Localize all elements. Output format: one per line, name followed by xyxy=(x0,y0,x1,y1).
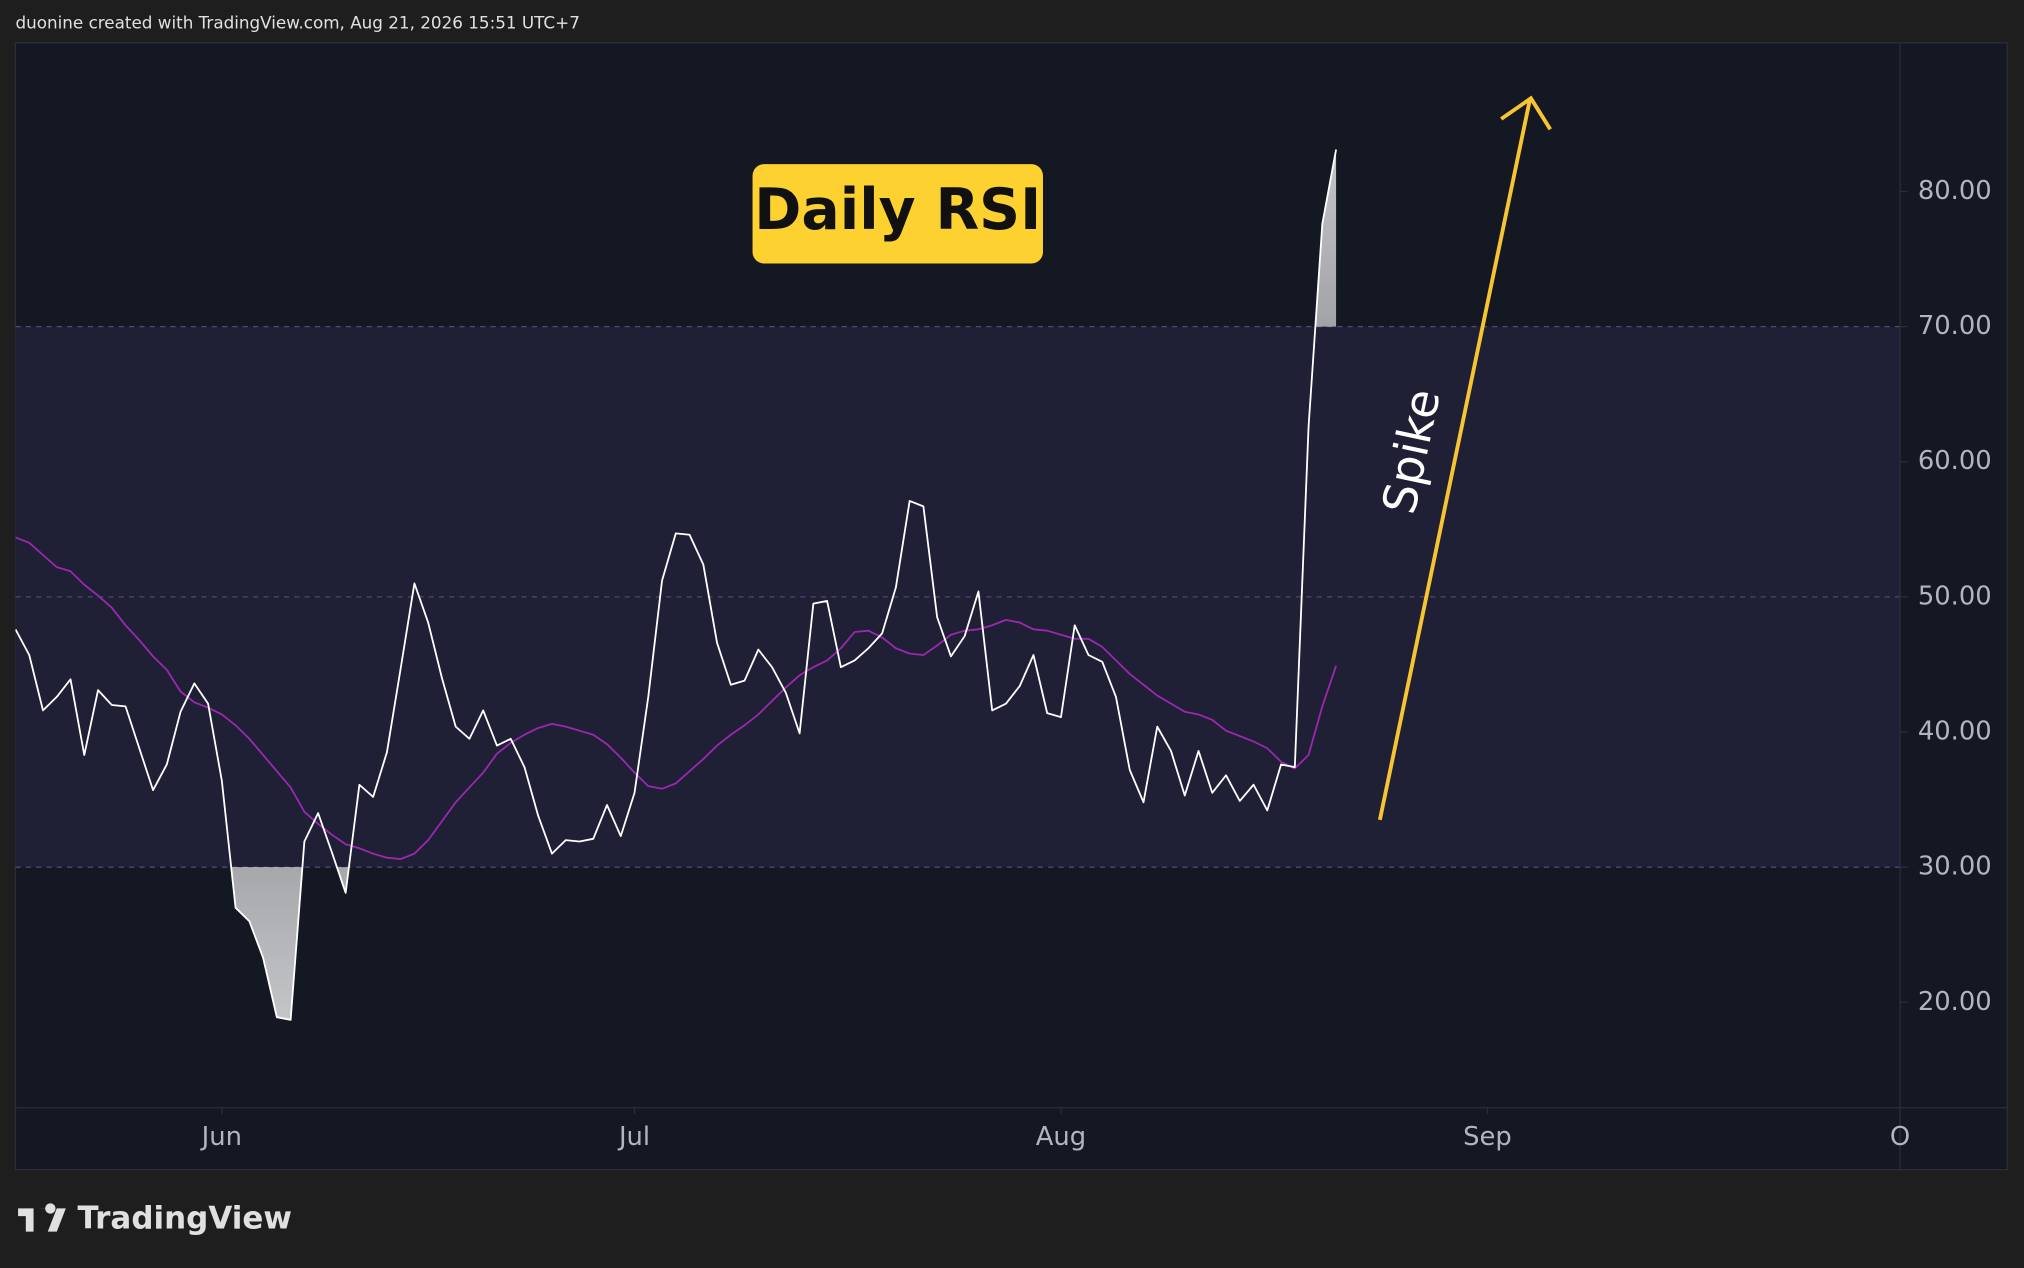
header-text: duonine created with TradingView.com, Au… xyxy=(15,12,579,32)
chart-title: Daily RSI xyxy=(754,177,1041,243)
rsi-line xyxy=(15,149,1337,1021)
overbought-fill xyxy=(1315,149,1337,327)
x-tick-label: Aug xyxy=(1036,1122,1086,1152)
y-tick-label: 80.00 xyxy=(1918,176,1992,206)
x-tick-label: Jun xyxy=(200,1122,242,1152)
y-tick-label: 60.00 xyxy=(1918,446,1992,476)
arrow-head xyxy=(1500,95,1552,131)
y-tick-label: 20.00 xyxy=(1918,987,1992,1017)
title-box xyxy=(752,164,1043,264)
rsi-ma-line xyxy=(15,536,1337,860)
y-tick-label: 40.00 xyxy=(1918,717,1992,747)
arrow-shaft xyxy=(1377,100,1532,821)
footer-logo: TradingView xyxy=(18,1201,292,1237)
x-tick-label: O xyxy=(1890,1122,1910,1152)
y-tick-label: 50.00 xyxy=(1918,581,1992,611)
x-tick-label: Jul xyxy=(617,1122,650,1152)
oversold-fill xyxy=(231,867,349,1020)
footer-text: TradingView xyxy=(77,1201,292,1237)
y-tick-label: 30.00 xyxy=(1918,852,1992,882)
y-tick-label: 70.00 xyxy=(1918,311,1992,341)
x-tick-label: Sep xyxy=(1463,1122,1512,1152)
logo-icon xyxy=(18,1203,66,1232)
plot xyxy=(15,149,1901,1021)
